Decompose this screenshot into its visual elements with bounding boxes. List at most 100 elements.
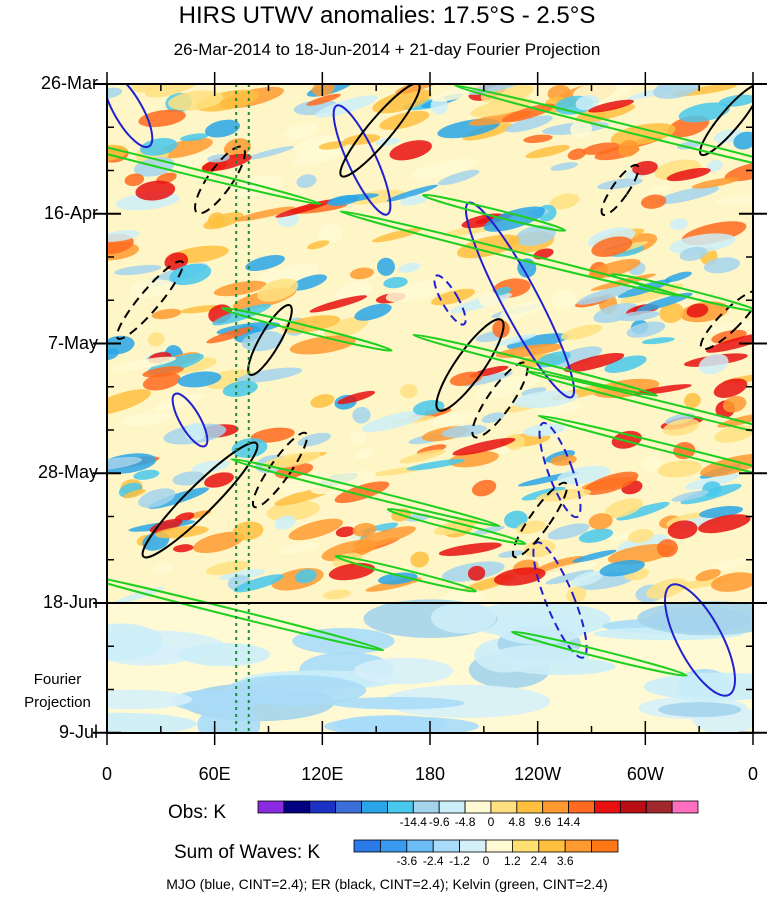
anomaly-blob: [715, 195, 753, 206]
anomaly-blob: [516, 520, 546, 535]
anomaly-blob: [349, 267, 374, 280]
projection-blob: [224, 674, 367, 706]
anomaly-blob: [616, 501, 670, 521]
anomaly-blob: [206, 326, 254, 344]
anomaly-blob: [669, 233, 736, 254]
chart-subtitle: 26-Mar-2014 to 18-Jun-2014 + 21-day Four…: [173, 40, 601, 59]
er-contour: [141, 441, 259, 559]
obs-colorbar-tick-label: -4.8: [454, 815, 476, 829]
anomaly-blob: [288, 518, 344, 541]
er-contour: [194, 145, 246, 215]
waves-colorbar-swatch: [459, 839, 487, 853]
y-tick-label: 26-Mar: [40, 73, 98, 93]
anomaly-blob: [473, 525, 505, 535]
x-tick-label: 60W: [626, 764, 664, 784]
anomaly-blob: [686, 303, 709, 318]
anomaly-blob: [570, 120, 593, 139]
anomaly-blob: [233, 574, 285, 593]
anomaly-blob: [547, 523, 590, 540]
x-tick-label: 60E: [198, 764, 231, 784]
anomaly-blob: [406, 458, 465, 471]
contour-legend-footer: MJO (blue, CINT=2.4); ER (black, CINT=2.…: [166, 876, 608, 892]
projection-blob: [658, 702, 742, 718]
obs-colorbar-swatch: [283, 800, 311, 814]
obs-colorbar-swatch: [361, 800, 388, 814]
anomaly-blob: [684, 392, 701, 408]
er-contour: [699, 289, 753, 351]
y-tick-label: 28-May: [37, 462, 98, 483]
anomaly-blob: [525, 145, 570, 159]
obs-colorbar-swatch: [257, 800, 285, 814]
anomaly-blob: [355, 448, 373, 459]
anomaly-blob: [582, 142, 620, 155]
mjo-contour: [171, 392, 209, 448]
obs-colorbar-tick-label: 14.4: [556, 815, 581, 829]
anomaly-blob: [654, 186, 720, 205]
kelvin-contour: [230, 458, 501, 528]
mjo-contour: [532, 541, 588, 659]
anomaly-blob: [703, 257, 740, 274]
anomaly-blob: [379, 110, 430, 130]
anomaly-blob: [478, 291, 500, 307]
anomaly-blob: [124, 173, 145, 187]
projection-blob: [197, 706, 261, 733]
anomaly-blob: [310, 394, 335, 408]
anomaly-blob: [679, 246, 708, 261]
anomaly-blob: [180, 305, 221, 314]
waves-colorbar-tick-label: 2.4: [530, 854, 548, 868]
anomaly-blob: [256, 263, 319, 287]
anomaly-blob: [386, 184, 439, 202]
anomaly-blob: [290, 274, 328, 291]
anomaly-blob: [467, 565, 486, 581]
er-contour: [247, 304, 293, 376]
anomaly-blob: [323, 589, 351, 600]
anomaly-blob: [208, 212, 226, 228]
obs-colorbar-swatch: [671, 800, 699, 814]
anomaly-blob: [400, 195, 428, 206]
anomaly-blob: [698, 514, 751, 534]
anomaly-blob: [656, 539, 678, 558]
anomaly-blob: [400, 383, 418, 399]
anomaly-blob: [153, 393, 205, 412]
anomaly-blob: [327, 195, 360, 206]
anomaly-blob: [566, 586, 587, 603]
obs-colorbar-swatch: [464, 800, 492, 814]
anomaly-blob: [437, 169, 480, 186]
anomaly-blob: [572, 549, 617, 563]
anomaly-blob: [618, 139, 639, 157]
anomaly-blob: [492, 320, 510, 338]
anomaly-blob: [531, 555, 585, 575]
anomaly-blob: [410, 158, 477, 180]
anomaly-blob: [142, 366, 184, 378]
obs-colorbar-swatch: [387, 800, 414, 814]
anomaly-blob: [471, 479, 497, 497]
anomaly-blob: [204, 472, 234, 488]
kelvin-contour: [421, 193, 567, 232]
kelvin-contour: [334, 554, 477, 593]
anomaly-blob: [129, 279, 176, 298]
waves-colorbar-tick-label: -3.6: [396, 854, 418, 868]
anomaly-blob: [147, 332, 165, 347]
anomaly-blob: [493, 567, 546, 586]
anomaly-blob: [123, 489, 146, 499]
anomaly-blob: [294, 569, 317, 584]
anomaly-blob: [274, 515, 296, 530]
anomaly-blob: [678, 102, 730, 123]
obs-colorbar-swatch: [516, 800, 544, 814]
projection-blob: [493, 611, 587, 645]
anomaly-blob: [523, 134, 553, 144]
anomaly-blob: [515, 225, 557, 246]
obs-colorbar-swatch: [412, 800, 440, 814]
projection-blob: [353, 657, 453, 685]
obs-colorbar-tick-label: -14.4: [399, 815, 427, 829]
anomaly-blob: [545, 569, 595, 585]
projection-blob: [430, 602, 497, 634]
anomaly-blob: [152, 563, 173, 574]
anomaly-blob: [666, 167, 711, 182]
anomaly-blob: [641, 337, 675, 345]
anomaly-blob: [577, 571, 636, 590]
anomaly-blob: [399, 449, 446, 464]
anomaly-blob: [317, 223, 343, 244]
kelvin-contour: [537, 414, 753, 493]
